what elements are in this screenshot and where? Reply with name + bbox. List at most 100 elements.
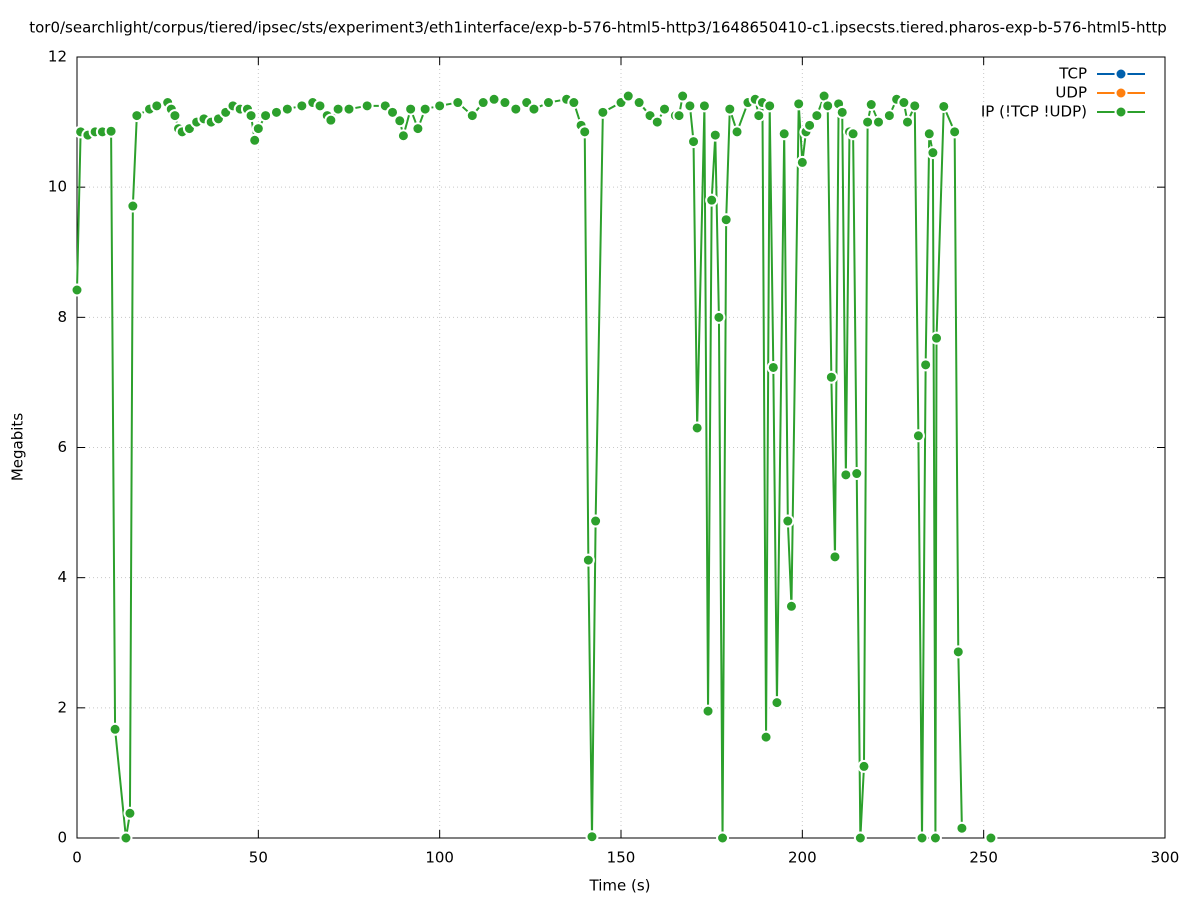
data-point [70,283,84,297]
data-point [853,831,867,845]
data-point [690,421,704,435]
data-point [451,96,465,110]
x-tick-label: 100 [425,849,454,867]
data-point [509,102,523,116]
data-point [360,99,374,113]
data-point [632,96,646,110]
data-point [393,114,407,128]
data-point [792,97,806,111]
data-point [487,92,501,106]
y-tick-label: 6 [57,438,67,456]
data-point [763,99,777,113]
x-tick-label: 0 [72,849,82,867]
data-point [919,358,933,372]
data-point [928,831,942,845]
data-point [567,96,581,110]
data-point [168,109,182,123]
x-tick-label: 50 [249,849,268,867]
y-axis-label: Megabits [9,413,27,481]
data-point [404,102,418,116]
data-point [766,360,780,374]
data-point [578,125,592,139]
data-point [908,99,922,113]
data-point [712,310,726,324]
data-point [951,645,965,659]
data-point [386,105,400,119]
x-axis-label: Time (s) [589,877,651,895]
legend-label: UDP [1055,84,1087,102]
data-point [759,730,773,744]
y-tick-label: 10 [48,178,67,196]
data-point [828,550,842,564]
data-point [313,99,327,113]
data-point [126,199,140,213]
data-point [123,806,137,820]
data-point [248,133,262,147]
y-tick-label: 4 [57,568,67,586]
legend-label: IP (!TCP !UDP) [981,103,1087,121]
data-point [701,704,715,718]
data-point [331,102,345,116]
x-tick-label: 200 [788,849,817,867]
data-point [269,105,283,119]
data-point [846,127,860,141]
legend-marker [1114,67,1128,81]
x-tick-label: 250 [969,849,998,867]
data-point [955,821,969,835]
data-point [781,514,795,528]
data-point [465,109,479,123]
data-point [705,193,719,207]
data-point [658,102,672,116]
data-point [672,109,686,123]
data-point [803,118,817,132]
data-point [527,102,541,116]
data-point [882,109,896,123]
data-point [687,135,701,149]
data-point [108,722,122,736]
data-point [251,122,265,136]
data-point [650,115,664,129]
y-tick-label: 12 [48,48,67,66]
data-point [850,467,864,481]
data-point [871,115,885,129]
data-point [708,128,722,142]
data-point [596,105,610,119]
data-point [723,102,737,116]
data-point [119,831,133,845]
data-point [676,89,690,103]
legend-marker [1114,86,1128,100]
data-point [861,115,875,129]
data-point [901,115,915,129]
legend-marker [1114,105,1128,119]
y-tick-label: 2 [57,698,67,716]
data-point [911,429,925,443]
data-point [130,109,144,123]
data-point [730,125,744,139]
data-point [864,98,878,112]
data-point [915,831,929,845]
plot-border [76,56,1166,839]
data-point [342,102,356,116]
data-point [324,113,338,127]
y-tick-label: 8 [57,308,67,326]
legend-label: TCP [1058,65,1087,83]
data-point [581,553,595,567]
series-line [76,93,963,839]
data-point [476,96,490,110]
data-point [897,96,911,110]
data-point [719,213,733,227]
data-point [621,89,635,103]
data-point [948,125,962,139]
data-point [150,99,164,113]
x-tick-label: 300 [1151,849,1180,867]
data-point [411,122,425,136]
data-point [280,102,294,116]
data-point [259,109,273,123]
data-point [498,96,512,110]
data-point [777,127,791,141]
data-point [104,124,118,138]
data-point [295,99,309,113]
data-point [824,370,838,384]
